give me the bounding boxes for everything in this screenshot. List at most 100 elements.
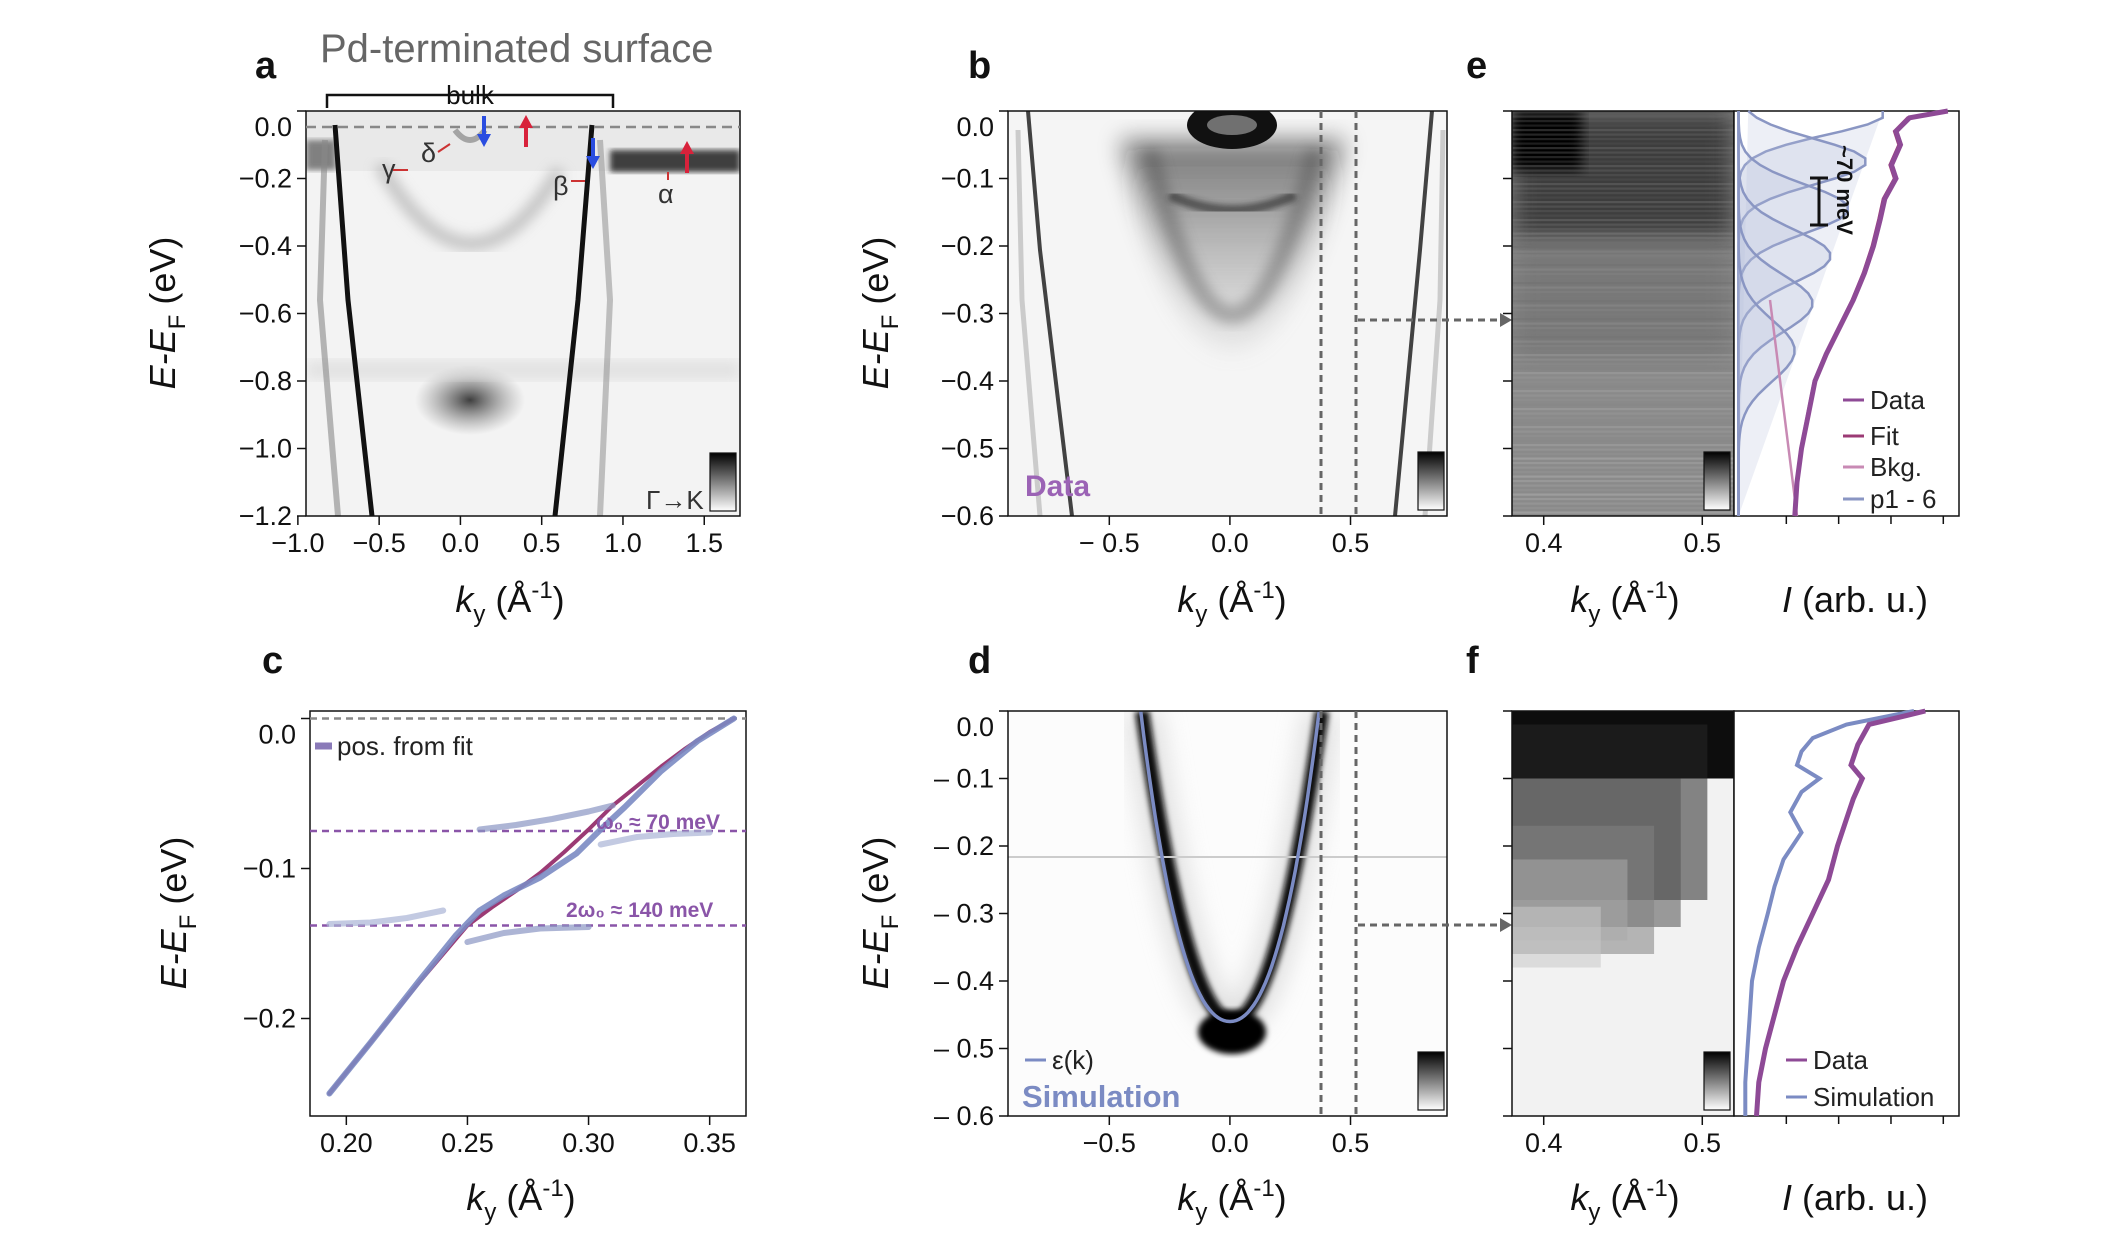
- arrow-to-f: [1500, 918, 1512, 932]
- ylabel-b: E-EF (eV): [855, 237, 904, 390]
- xlabel-f: ky (Å-1): [1570, 1175, 1679, 1226]
- a-y-tick-label: −0.8: [239, 366, 292, 396]
- data-curve-f: [1754, 708, 1926, 1117]
- simulation-tag-d: Simulation: [1022, 1079, 1180, 1114]
- ilabel-f: I (arb. u.): [1782, 1177, 1928, 1218]
- bulk-label: bulk: [446, 80, 495, 110]
- a-x-tick-label: −0.5: [352, 528, 405, 558]
- data-tag-b: Data: [1025, 470, 1090, 503]
- legend-c-label: pos. from fit: [337, 731, 474, 761]
- blue-arrow-down-2: [586, 138, 600, 169]
- c-x-tick-label: 0.30: [562, 1128, 615, 1158]
- panel-e: e 0.4 0.5 ky (Å-1) ~70 meV Data: [1466, 45, 1960, 628]
- c-y-tick-label: 0.0: [258, 720, 296, 750]
- blue-arrow-down-1: [477, 116, 491, 147]
- d-x-tick-label: 0.5: [1332, 1128, 1370, 1158]
- c-x-tick-label: 0.25: [441, 1128, 494, 1158]
- d-y-tick-label: – 0.2: [934, 831, 994, 861]
- image-e: [1512, 111, 1734, 516]
- panel-letter-c: c: [262, 640, 283, 682]
- legend-f: Data Simulation: [1786, 1045, 1934, 1112]
- b-y-tick-label: −0.2: [941, 231, 994, 261]
- b-y-tick-label: −0.5: [941, 434, 994, 464]
- y-axis-b: 0.0 −0.1 −0.2 −0.3 −0.4 −0.5 −0.6: [941, 110, 1008, 531]
- spacing-marker-e: [1810, 176, 1828, 227]
- legend-c: pos. from fit: [315, 731, 474, 761]
- a-x-tick-label: 0.0: [442, 528, 480, 558]
- panel-a: a Pd-terminated surface bulk: [142, 27, 741, 628]
- legend-e-peaks: p1 - 6: [1870, 484, 1937, 514]
- b-x-tick-label: − 0.5: [1079, 528, 1140, 558]
- c-series-2: [476, 802, 616, 833]
- panel-c: c ω₀ ≈ 70 meV 2ω₀ ≈ 140 meV pos. from fi…: [153, 640, 747, 1226]
- band-label-beta: β: [553, 171, 569, 201]
- e-peak-6: [1737, 111, 1796, 516]
- d-x-tick-label: −0.5: [1083, 1128, 1136, 1158]
- a-x-tick-label: 1.0: [604, 528, 642, 558]
- y-axis-a: 0.0 −0.2 −0.4 −0.6 −0.8 −1.0 −1.2: [239, 110, 306, 531]
- x-axis-d: −0.5 0.0 0.5: [1083, 1116, 1370, 1158]
- epsilon-curve-d: [1138, 710, 1321, 1024]
- panel-letter-f: f: [1466, 640, 1479, 682]
- panel-letter-e: e: [1466, 45, 1487, 87]
- xlabel-b: ky (Å-1): [1177, 577, 1286, 628]
- panel-letter-d: d: [968, 640, 991, 682]
- two-omega-label: 2ω₀ ≈ 140 meV: [566, 899, 713, 922]
- panel-f: f 0.4 0.5 ky (Å-1) Data Simulation I (arb…: [1466, 640, 1960, 1226]
- b-y-tick-label: −0.3: [941, 299, 994, 329]
- c-series-3: [597, 829, 713, 848]
- y-axis-c: 0.0 −0.1 −0.2: [243, 717, 310, 1034]
- ylabel-d: E-EF (eV): [855, 837, 904, 990]
- c-x-tick-label: 0.35: [683, 1128, 736, 1158]
- a-x-tick-label: 1.5: [685, 528, 723, 558]
- e-x-tick-label: 0.4: [1525, 528, 1563, 558]
- simulation-curve-f: [1743, 709, 1915, 1116]
- xlabel-e: ky (Å-1): [1570, 577, 1679, 628]
- legend-e: Data Fit Bkg. p1 - 6: [1843, 385, 1937, 514]
- band-label-delta: δ: [421, 138, 436, 168]
- direction-label-a: Γ→K: [646, 485, 704, 515]
- data-curve-e: [1792, 108, 1949, 517]
- d-y-tick-label: – 0.1: [934, 764, 994, 794]
- bulk-bracket: [325, 93, 615, 108]
- a-y-tick-label: −1.2: [239, 501, 292, 531]
- panel-letter-a: a: [255, 45, 277, 87]
- arrow-to-e: [1500, 313, 1512, 327]
- xlabel-c: ky (Å-1): [466, 1175, 575, 1226]
- x-axis-b: − 0.5 0.0 0.5: [1079, 516, 1369, 558]
- arpes-image-a: [306, 111, 740, 516]
- c-series-4: [326, 907, 447, 927]
- background-line-e: [1768, 299, 1799, 517]
- x-axis-e: 0.4 0.5: [1503, 110, 1722, 558]
- legend-f-sim: Simulation: [1813, 1082, 1934, 1112]
- ilabel-e: I (arb. u.): [1782, 579, 1928, 620]
- panel-a-title: Pd-terminated surface: [320, 27, 714, 71]
- colorbar-d: [1417, 1051, 1445, 1111]
- band-label-alpha: α: [658, 179, 674, 209]
- band-label-gamma: γ: [382, 154, 396, 184]
- x-axis-c: 0.20 0.25 0.30 0.35: [320, 1116, 736, 1158]
- c-y-tick-label: −0.2: [243, 1004, 296, 1034]
- b-y-tick-label: −0.1: [941, 164, 994, 194]
- colorbar-b: [1417, 451, 1445, 511]
- series-c: [326, 715, 737, 1097]
- b-y-tick-label: 0.0: [956, 112, 994, 142]
- a-y-tick-label: −0.6: [239, 299, 292, 329]
- x-axis-a: −1.0 −0.5 0.0 0.5 1.0 1.5: [271, 516, 723, 558]
- b-x-tick-label: 0.5: [1332, 528, 1370, 558]
- b-y-tick-label: −0.6: [941, 501, 994, 531]
- c-series-5: [464, 924, 592, 945]
- d-x-tick-label: 0.0: [1211, 1128, 1249, 1158]
- a-y-tick-label: 0.0: [254, 112, 292, 142]
- a-y-tick-label: −0.2: [239, 164, 292, 194]
- legend-e-bkg: Bkg.: [1870, 452, 1922, 482]
- e-x-tick-label: 0.5: [1684, 528, 1722, 558]
- legend-e-fit: Fit: [1870, 421, 1900, 451]
- a-y-tick-label: −1.0: [239, 434, 292, 464]
- arpes-image-b: [1008, 111, 1447, 516]
- d-y-tick-label: – 0.4: [934, 966, 994, 996]
- edc-axes-f: [1733, 710, 1960, 1117]
- colorbar-f: [1703, 1051, 1731, 1111]
- panel-b: b Data 0.0 −0.1 −0.2 −0.3 −0.4 −0.5 −0.6 − 0.5…: [855, 45, 1512, 628]
